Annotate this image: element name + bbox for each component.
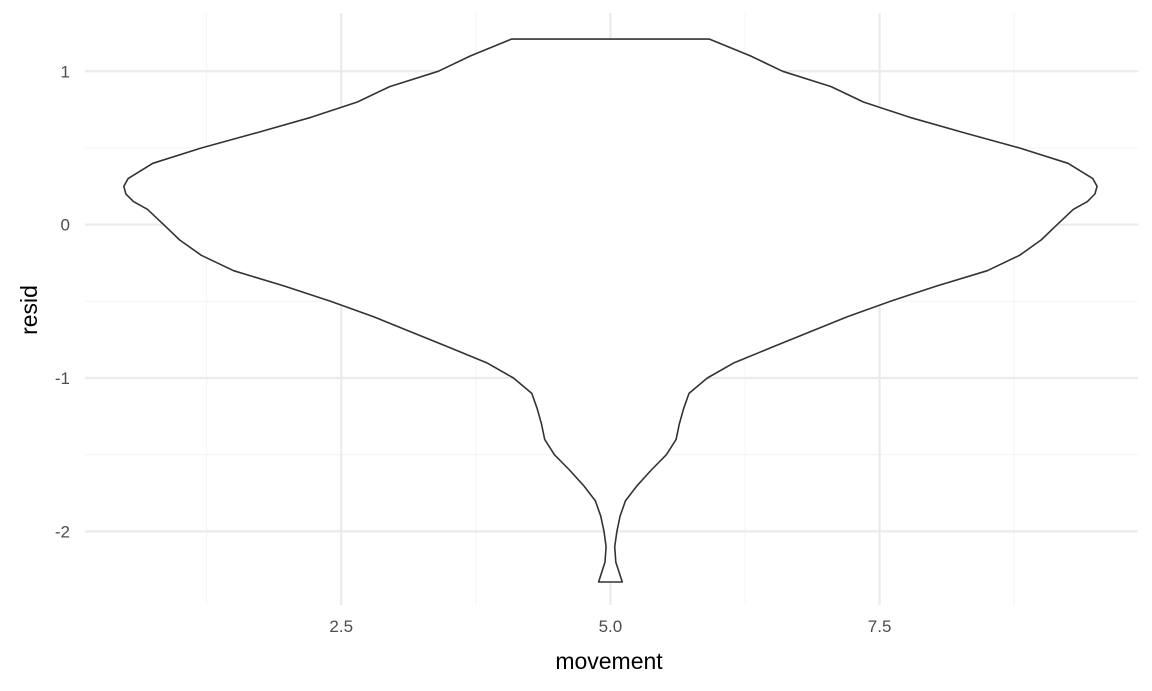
y-tick-label: -2 — [55, 522, 70, 541]
y-tick-label: 1 — [61, 62, 70, 81]
violin-layer — [123, 38, 1098, 583]
x-axis-tick-labels: 2.5 5.0 7.5 — [329, 617, 891, 636]
y-axis-title: resid — [16, 285, 42, 335]
y-tick-label: 0 — [61, 216, 70, 235]
x-axis-title: movement — [555, 648, 663, 674]
x-tick-label: 5.0 — [599, 617, 623, 636]
x-tick-label: 7.5 — [868, 617, 892, 636]
y-tick-label: -1 — [55, 369, 70, 388]
y-axis-tick-labels: 1 0 -1 -2 — [55, 62, 70, 541]
x-tick-label: 2.5 — [329, 617, 353, 636]
violin-shape — [123, 38, 1098, 583]
